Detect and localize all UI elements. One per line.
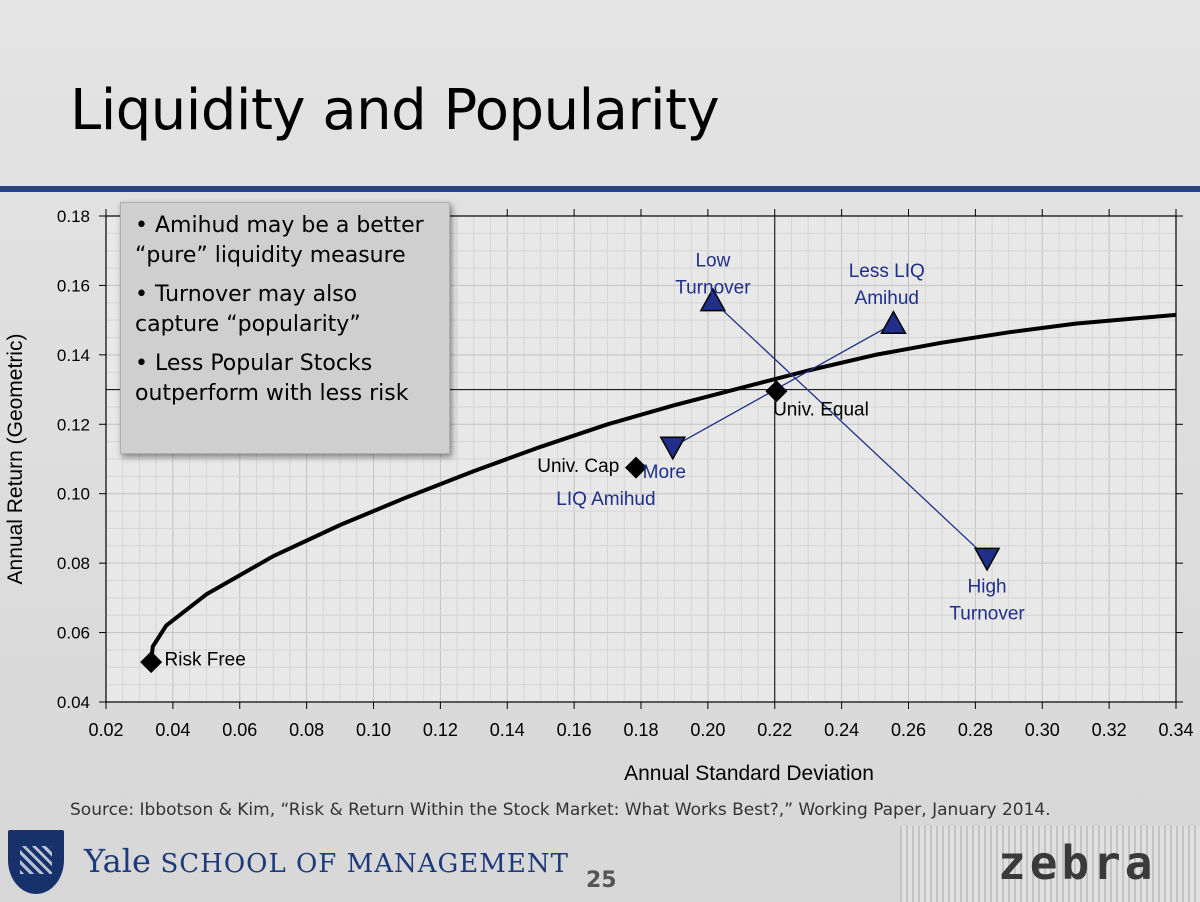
x-tick-label: 0.32 — [1092, 720, 1127, 740]
bullet-item: • Turnover may also capture “popularity” — [135, 280, 439, 340]
x-tick-label: 0.12 — [423, 720, 458, 740]
bullet-dot: • — [135, 351, 148, 376]
y-tick-label: 0.06 — [57, 624, 90, 643]
y-tick-label: 0.14 — [57, 346, 90, 365]
label-more-liq-amihud: LIQ Amihud — [556, 489, 655, 510]
y-tick-label: 0.12 — [57, 415, 90, 434]
marker-risk-free — [140, 651, 163, 674]
bullet-dot: • — [135, 282, 148, 307]
yale-name: Yale — [84, 842, 151, 880]
x-tick-label: 0.34 — [1158, 720, 1193, 740]
title-rule — [0, 186, 1200, 192]
connection-line — [712, 300, 988, 559]
y-axis-label: Annual Return (Geometric) — [4, 334, 27, 585]
label-univ-cap: Univ. Cap — [537, 456, 619, 477]
x-tick-label: 0.16 — [557, 720, 592, 740]
bullet-text: Less Popular Stocks outperform with less… — [135, 351, 409, 406]
bullet-text: Amihud may be a better “pure” liquidity … — [135, 213, 424, 268]
label-high-turnover: Turnover — [949, 604, 1025, 625]
zebra-wordmark: zebra — [998, 836, 1157, 890]
label-univ-equal: Univ. Equal — [773, 400, 869, 421]
label-low-turnover: Turnover — [675, 277, 751, 298]
marker-univ-cap — [624, 456, 647, 479]
marker-low-turnover — [699, 287, 727, 312]
x-tick-label: 0.06 — [222, 720, 257, 740]
bullet-box: • Amihud may be a better “pure” liquidity… — [120, 202, 450, 454]
label-less-liq-amihud: Amihud — [855, 288, 919, 309]
bullet-item: • Less Popular Stocks outperform with les… — [135, 349, 439, 409]
x-tick-label: 0.22 — [757, 720, 792, 740]
marker-univ-equal — [765, 380, 788, 403]
yale-wordmark: Yale SCHOOL OF MANAGEMENT — [84, 842, 569, 880]
label-high-turnover: High — [968, 577, 1007, 598]
y-tick-label: 0.04 — [57, 693, 90, 712]
y-tick-label: 0.08 — [57, 554, 90, 573]
yale-shield-icon — [8, 830, 64, 894]
marker-more-liq-amihud — [659, 436, 687, 461]
bullet-text: Turnover may also capture “popularity” — [135, 282, 361, 337]
y-tick-label: 0.18 — [57, 207, 90, 226]
x-tick-label: 0.04 — [155, 720, 190, 740]
marker-high-turnover — [973, 547, 1001, 572]
y-tick-label: 0.16 — [57, 276, 90, 295]
chart-area: 0.02 0.04 0.06 0.08 0.10 0.12 0.14 0.16 0.18 0.20… — [0, 192, 1200, 792]
label-low-turnover: Low — [695, 250, 730, 271]
zebra-logo: zebra — [900, 826, 1200, 902]
slide-title: Liquidity and Popularity — [70, 78, 720, 143]
x-tick-label: 0.30 — [1025, 720, 1060, 740]
label-more-liq-amihud: More — [643, 462, 686, 483]
label-risk-free: Risk Free — [165, 650, 246, 671]
x-tick-label: 0.10 — [356, 720, 391, 740]
risk-return-chart: 0.02 0.04 0.06 0.08 0.10 0.12 0.14 0.16 0.18 0.20… — [4, 207, 1194, 785]
source-citation: Source: Ibbotson & Kim, “Risk & Return W… — [70, 800, 1051, 820]
marker-less-liq-amihud — [880, 310, 907, 334]
x-tick-label: 0.20 — [690, 720, 725, 740]
x-tick-label: 0.14 — [490, 720, 525, 740]
x-tick-label: 0.08 — [289, 720, 324, 740]
yale-school-name: SCHOOL OF MANAGEMENT — [160, 849, 569, 879]
y-tick-label: 0.10 — [57, 485, 90, 504]
x-axis-label: Annual Standard Deviation — [624, 762, 874, 785]
x-tick-label: 0.26 — [891, 720, 926, 740]
yale-logo: Yale SCHOOL OF MANAGEMENT — [8, 830, 568, 895]
bullet-dot: • — [135, 213, 148, 238]
label-less-liq-amihud: Less LIQ — [849, 261, 925, 282]
x-tick-label: 0.18 — [623, 720, 658, 740]
x-tick-label: 0.24 — [824, 720, 859, 740]
efficient-frontier-curve — [149, 312, 1177, 663]
page-number: 25 — [586, 868, 617, 893]
connection-line — [672, 323, 894, 448]
x-tick-label: 0.28 — [958, 720, 993, 740]
x-tick-label: 0.02 — [88, 720, 123, 740]
bullet-item: • Amihud may be a better “pure” liquidity… — [135, 211, 439, 271]
